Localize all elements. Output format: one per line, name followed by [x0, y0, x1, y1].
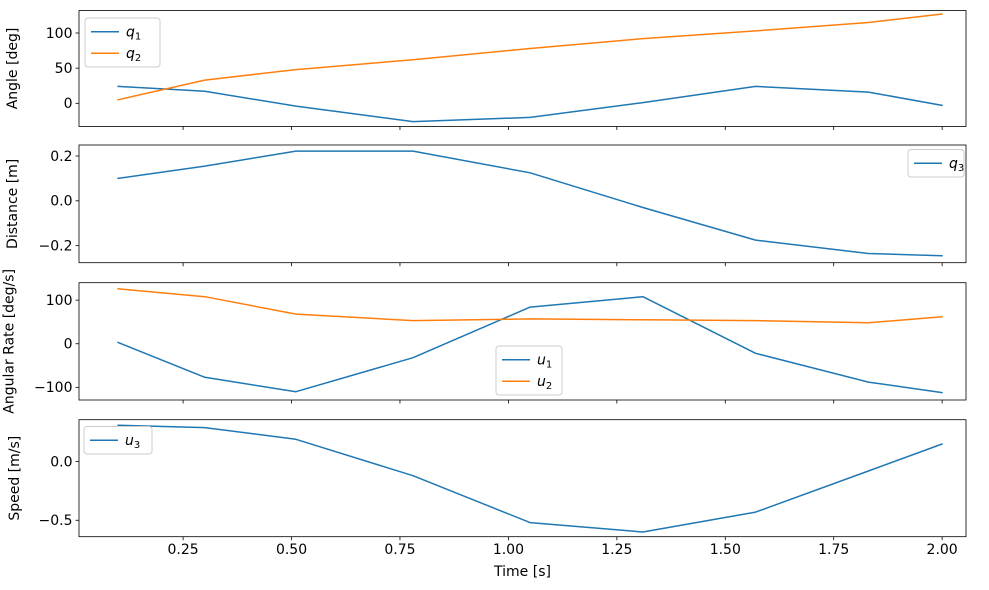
x-ticks: [182, 400, 943, 404]
y-tick-label: −100: [34, 380, 72, 396]
y-ticks: −0.5 0.0: [39, 454, 79, 529]
y-ticks: 0 50 100: [46, 26, 79, 112]
y-tick-label: −0.2: [39, 238, 73, 254]
y-tick-label: 100: [46, 26, 73, 42]
legend-label-u1: u1: [537, 353, 552, 371]
x-tick-label: 0.25: [168, 542, 199, 558]
legend-distance: q3: [907, 149, 965, 178]
y-tick-label: −0.5: [39, 513, 73, 529]
axes-frame: [78, 419, 967, 538]
y-ticks: −100 0 100: [34, 293, 79, 396]
y-tick-label: 0.2: [50, 149, 72, 165]
legend-label-q1: q1: [126, 25, 141, 43]
legend-label-u2: u2: [537, 374, 552, 392]
legend-speed: u3: [83, 426, 153, 455]
series-u2-line: [117, 288, 943, 324]
x-axis-label: Time [s]: [493, 564, 551, 580]
x-tick-label: 0.75: [384, 542, 415, 558]
series-q2-line: [117, 13, 943, 101]
x-ticks: [182, 126, 943, 130]
series-q1-line: [117, 85, 943, 123]
x-tick-label: 2.00: [927, 542, 958, 558]
y-tick-label: 0.0: [50, 454, 72, 470]
legend-label-q2: q2: [126, 46, 141, 64]
legend-label-q3: q3: [949, 156, 964, 174]
subplot-distance: −0.2 0.0 0.2 Distance [m] q3: [5, 144, 967, 267]
legend-label-u3: u3: [125, 433, 140, 451]
x-tick-label: 1.50: [710, 542, 741, 558]
x-tick-label: 1.00: [493, 542, 524, 558]
legend-box: [495, 345, 563, 396]
y-axis-label-angle: Angle [deg]: [5, 28, 21, 110]
legend-box: [84, 17, 161, 68]
x-tick-label: 1.75: [818, 542, 849, 558]
x-tick-label: 0.50: [276, 542, 307, 558]
y-tick-label: 0: [64, 96, 73, 112]
axes-frame: [78, 144, 967, 264]
y-ticks: −0.2 0.0 0.2: [39, 149, 79, 254]
y-tick-label: 50: [55, 61, 73, 77]
subplot-speed: 0.25 0.50 0.75 1.00 1.25 1.50 1.75 2.00 −0.5 0.0 S…: [7, 419, 967, 558]
y-tick-label: 100: [46, 293, 73, 309]
x-tick-label: 1.25: [601, 542, 632, 558]
y-axis-label-distance: Distance [m]: [5, 159, 21, 249]
series-q3-line: [117, 150, 943, 257]
axes-frame: [78, 282, 967, 401]
x-ticks: 0.25 0.50 0.75 1.00 1.25 1.50 1.75 2.00: [168, 536, 958, 558]
series-u1-line: [117, 295, 943, 394]
y-axis-label-speed: Speed [m/s]: [7, 436, 23, 521]
y-tick-label: 0: [64, 337, 73, 353]
y-tick-label: 0.0: [50, 194, 72, 210]
x-ticks: [182, 262, 943, 267]
y-axis-label-angular-rate: Angular Rate [deg/s]: [2, 269, 18, 414]
series-u3-line: [117, 424, 943, 533]
